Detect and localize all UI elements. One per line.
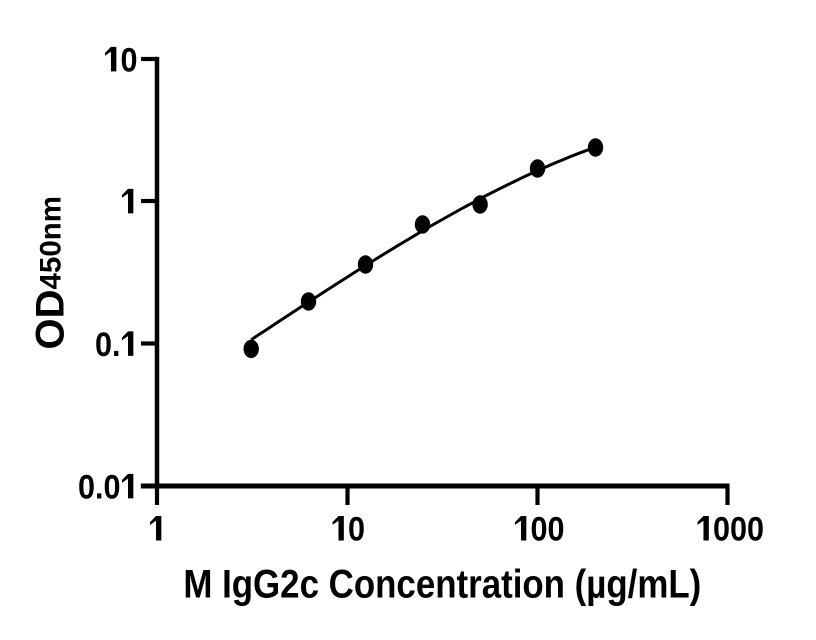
svg-text:OD450nm: OD450nm <box>29 196 73 349</box>
svg-text:10: 10 <box>331 510 365 548</box>
svg-text:M IgG2c Concentration (µg/mL): M IgG2c Concentration (µg/mL) <box>183 561 701 606</box>
svg-text:10: 10 <box>103 41 137 79</box>
